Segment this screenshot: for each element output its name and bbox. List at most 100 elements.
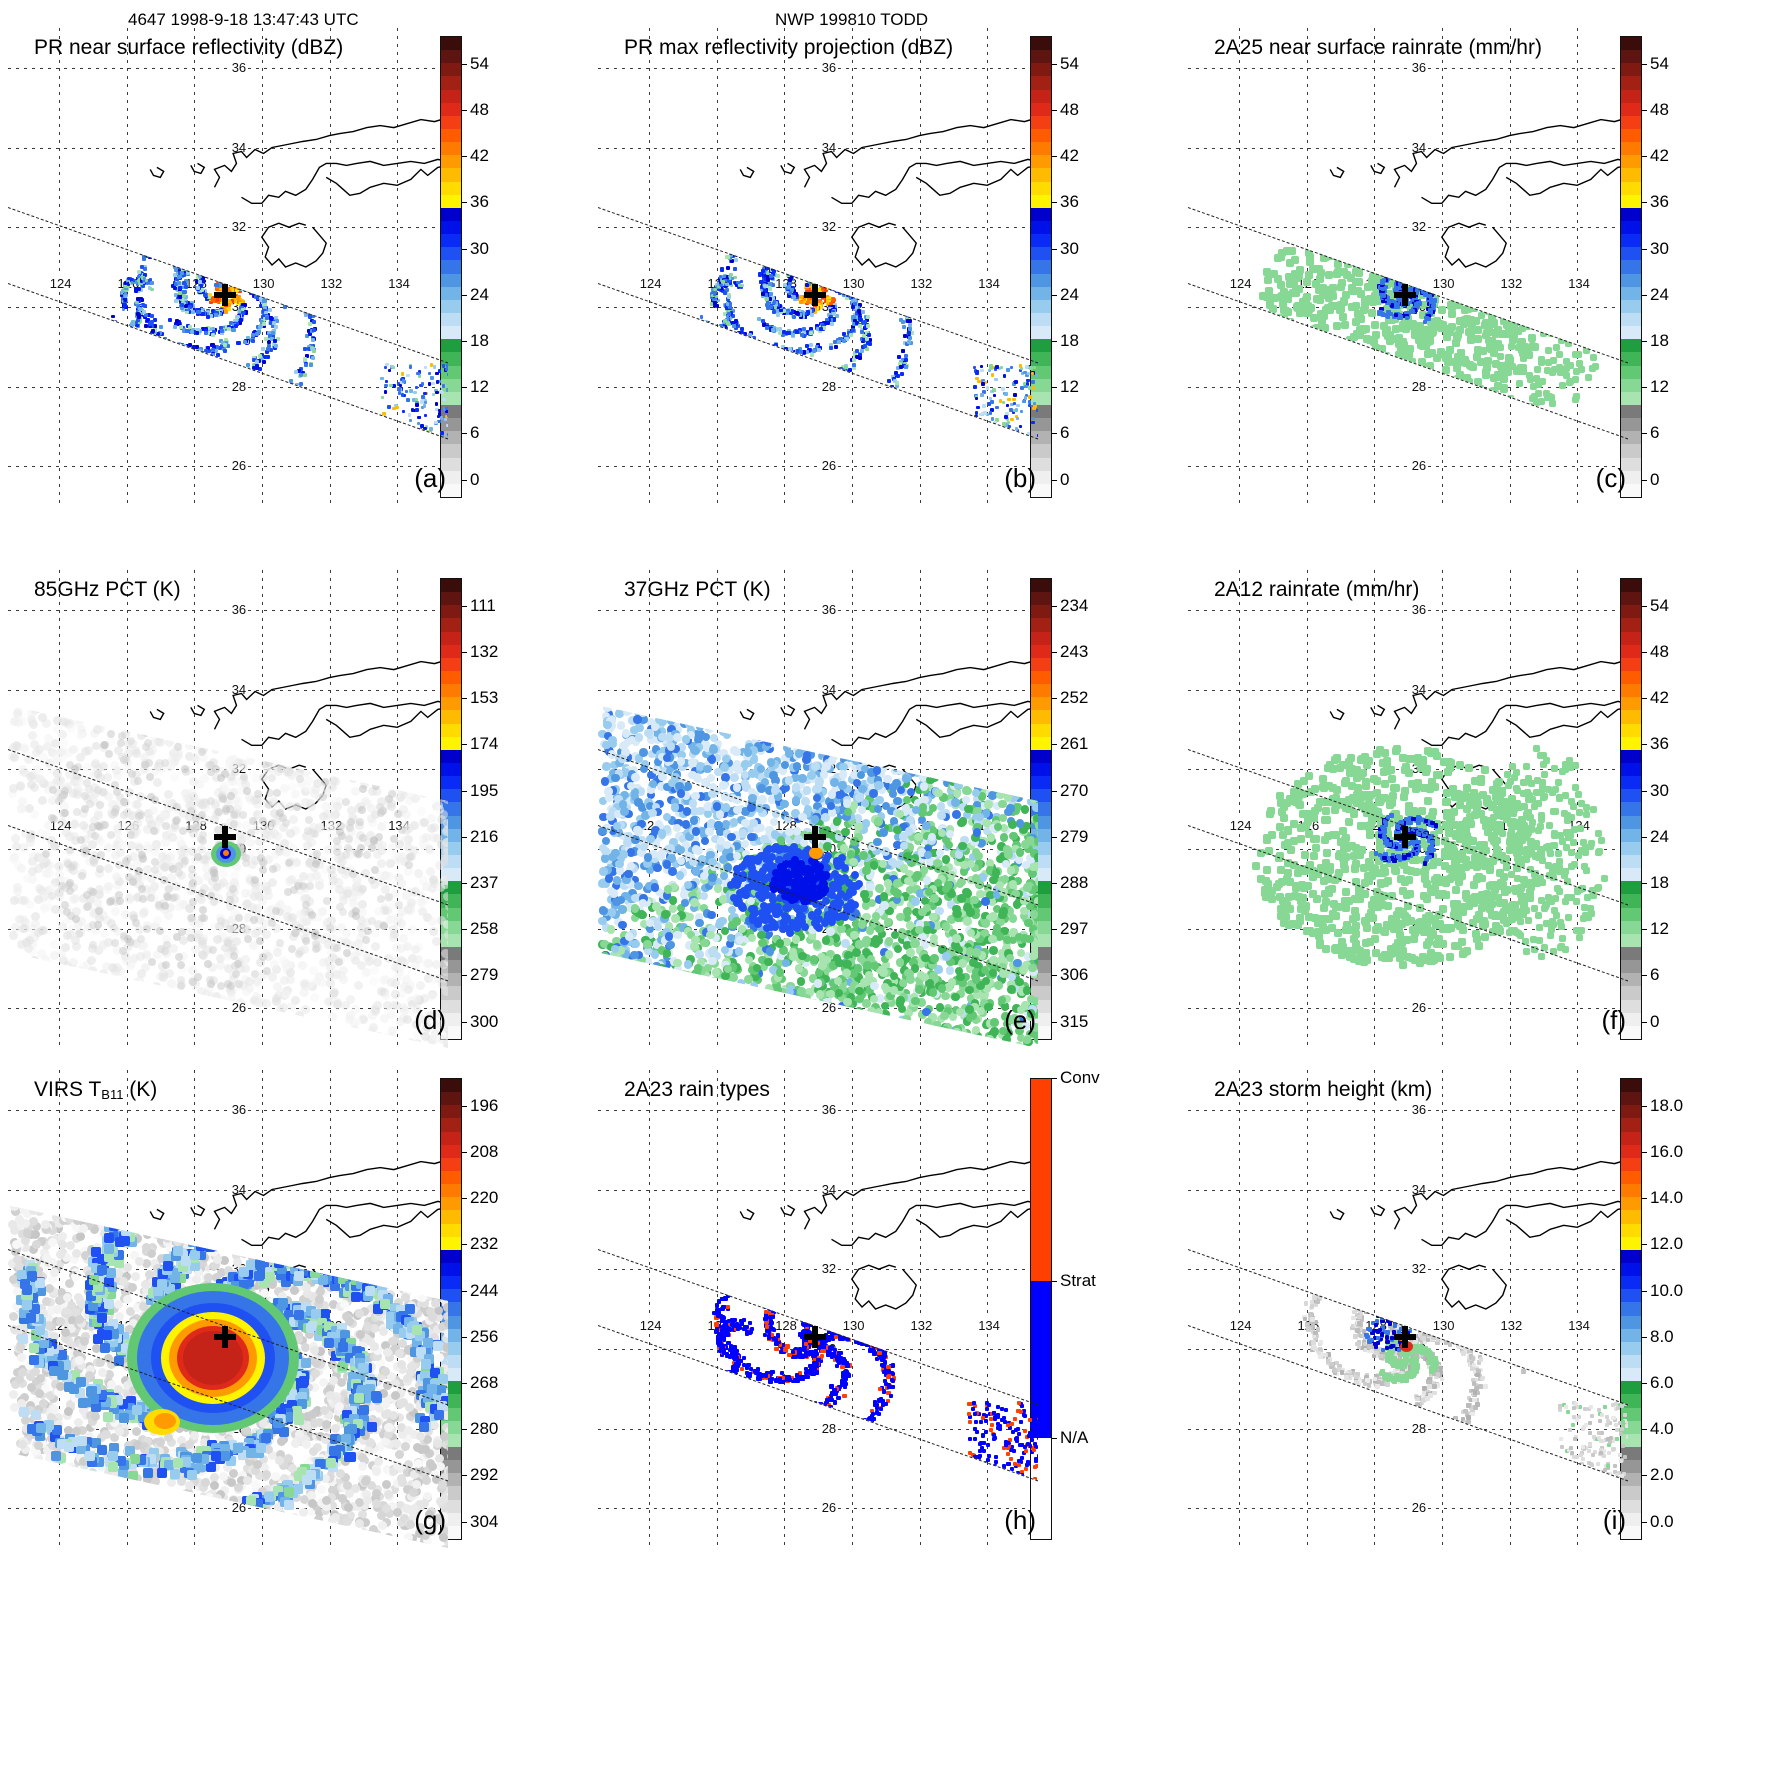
data-cell: [1427, 329, 1436, 338]
data-cell: [777, 254, 782, 259]
data-cell: [907, 323, 912, 328]
data-cell: [265, 271, 270, 276]
data-cell: [408, 418, 413, 423]
data-cell: [1316, 296, 1325, 305]
data-cell: [860, 349, 864, 354]
data-cell: [159, 239, 164, 244]
map-canvas[interactable]: 124126128130132134363432302826: [598, 28, 1038, 506]
data-cell: [446, 364, 448, 368]
data-cell: [1009, 408, 1013, 412]
data-cell: [1032, 365, 1037, 370]
data-cell: [1538, 359, 1546, 367]
map-canvas[interactable]: 124126128130132134363432302826: [8, 28, 448, 506]
data-cell: [724, 287, 729, 292]
data-cell: [1553, 281, 1561, 289]
data-cell: [244, 273, 249, 278]
data-cell: [1364, 224, 1373, 233]
grid-line-lon: [397, 28, 399, 506]
data-cell: [243, 267, 248, 272]
data-cell: [1391, 216, 1399, 225]
data-cell: [844, 365, 849, 370]
data-cell: [1390, 207, 1399, 216]
data-cell: [217, 300, 222, 305]
data-cell: [776, 313, 781, 318]
data-cell: [207, 263, 212, 268]
data-cell: [270, 323, 275, 328]
data-cell: [879, 272, 884, 277]
data-cell: [235, 295, 240, 300]
data-cell: [775, 349, 780, 354]
data-cell: [197, 273, 202, 279]
data-cell: [906, 319, 911, 323]
colorbar[interactable]: 54 48 42 36 30 24 18 12 6 0: [440, 36, 508, 498]
data-cell: [182, 280, 187, 285]
data-cell: [1582, 241, 1590, 249]
data-cell: [1337, 224, 1346, 233]
data-cell: [43, 667, 52, 676]
data-cell: [1383, 240, 1392, 249]
data-cell: [34, 705, 44, 708]
data-cell: [1600, 304, 1608, 312]
colorbar-segment: [1621, 115, 1641, 129]
data-cell: [1412, 276, 1417, 281]
data-cell: [737, 245, 742, 249]
data-cell: [1004, 392, 1008, 396]
data-cell: [726, 292, 731, 297]
data-cell: [110, 612, 119, 621]
data-cell: [854, 354, 859, 359]
data-cell: [1324, 271, 1333, 280]
data-cell: [1403, 269, 1412, 278]
data-cell: [277, 649, 286, 658]
data-cell: [1487, 267, 1496, 276]
data-cell: [181, 346, 186, 351]
data-cell: [382, 412, 386, 416]
data-cell: [210, 297, 215, 302]
colorbar-segment: [1031, 273, 1051, 287]
data-cell: [437, 419, 441, 424]
data-cell: [707, 327, 711, 331]
data-cell: [259, 323, 264, 328]
data-cell: [733, 326, 738, 331]
data-cell: [263, 355, 268, 359]
data-cell: [1014, 408, 1019, 412]
colorbar-segment: [1031, 299, 1051, 313]
data-cell: [179, 345, 184, 350]
data-cell: [1410, 327, 1419, 336]
data-cell: [174, 276, 180, 281]
data-cell: [423, 365, 428, 370]
colorbar-segment: [441, 273, 461, 287]
data-cell: [770, 327, 775, 332]
data-cell: [778, 327, 783, 332]
data-cell: [270, 235, 275, 240]
data-cell: [246, 336, 251, 341]
data-cell: [712, 292, 717, 296]
data-cell: [772, 307, 777, 312]
data-cell: [856, 266, 861, 271]
data-cell: [239, 251, 244, 256]
colorbar[interactable]: 54 48 42 36 30 24 18 12 6 0: [1030, 36, 1098, 498]
data-cell: [973, 434, 977, 439]
data-cell: [178, 285, 183, 290]
colorbar[interactable]: 54 48 42 36 30 24 18 12 6 0: [1620, 36, 1688, 498]
data-cell: [818, 272, 823, 277]
data-cell: [1442, 378, 1451, 387]
data-cell: [323, 598, 332, 607]
data-cell: [1357, 217, 1366, 225]
data-cell: [262, 321, 267, 326]
data-cell: [217, 705, 227, 711]
data-cell: [799, 388, 804, 393]
pr-max-reflectivity-raster: [598, 207, 1038, 439]
data-cell: [895, 307, 899, 312]
data-cell: [1477, 238, 1486, 247]
data-cell: [1002, 374, 1007, 378]
data-cell: [281, 285, 286, 289]
data-cell: [398, 673, 407, 682]
map-canvas[interactable]: 124126128130132134363432302826: [1188, 28, 1628, 506]
data-cell: [819, 270, 824, 275]
lat-tick-label: 32: [229, 219, 249, 235]
data-cell: [856, 309, 861, 314]
data-cell: [768, 350, 773, 355]
map-canvas[interactable]: 124126128130132134363432302826: [8, 570, 448, 1048]
data-cell: [230, 252, 235, 257]
data-cell: [887, 238, 892, 243]
